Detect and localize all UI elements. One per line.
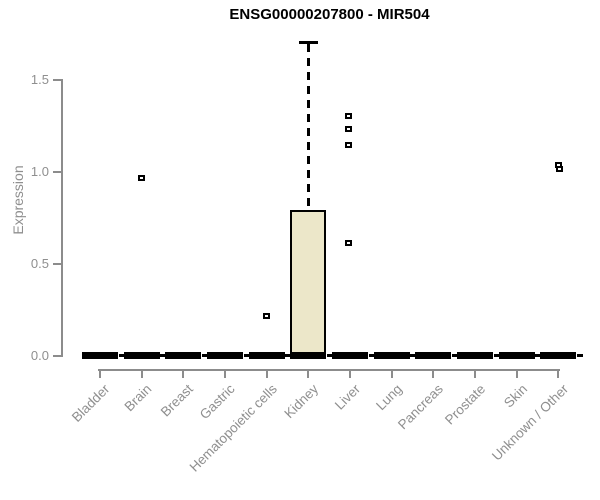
outlier-point <box>344 142 352 149</box>
x-tick-label-breast: Breast <box>158 381 197 420</box>
bar-nub <box>576 353 583 357</box>
median-bar <box>207 352 244 359</box>
x-tick-label-pancreas: Pancreas <box>395 381 447 433</box>
median-bar <box>498 352 535 359</box>
y-tick-label: 0.5 <box>30 256 49 271</box>
x-tick <box>557 369 560 378</box>
median-bar <box>540 352 577 359</box>
x-tick <box>307 369 310 378</box>
bar-nub <box>118 353 125 357</box>
outlier-point <box>344 125 352 132</box>
x-tick-label-lung: Lung <box>372 381 405 414</box>
y-tick <box>53 79 61 81</box>
median-bar <box>373 352 410 359</box>
median-bar <box>248 352 285 359</box>
whisker-cap <box>298 41 318 45</box>
y-tick-label: 0.0 <box>30 348 49 363</box>
bar-nub <box>326 353 333 357</box>
x-tick <box>224 369 227 378</box>
y-axis-line <box>61 79 63 357</box>
chart-title: ENSG00000207800 - MIR504 <box>229 6 430 23</box>
y-tick <box>53 263 61 265</box>
outlier-point <box>138 175 146 182</box>
bar-nub <box>243 353 250 357</box>
y-tick <box>53 355 61 357</box>
y-tick-label: 1.0 <box>30 164 49 179</box>
x-tick <box>265 369 268 378</box>
median-bar <box>82 352 118 359</box>
bar-nub <box>285 353 292 357</box>
x-tick <box>515 369 518 378</box>
bar-nub <box>535 353 542 357</box>
outlier-point <box>556 166 564 173</box>
box-kidney <box>290 209 327 358</box>
bar-nub <box>493 353 500 357</box>
x-axis-line <box>98 369 561 371</box>
x-tick-label-prostate: Prostate <box>441 381 489 428</box>
x-tick-label-brain: Brain <box>121 381 155 415</box>
bar-nub <box>160 353 167 357</box>
x-tick-label-bladder: Bladder <box>69 381 113 425</box>
bar-nub <box>451 353 458 357</box>
bar-nub <box>410 353 417 357</box>
x-tick <box>182 369 185 378</box>
x-tick <box>99 369 101 378</box>
x-tick-label-liver: Liver <box>331 381 363 413</box>
x-tick-label-skin: Skin <box>500 381 530 411</box>
x-tick <box>474 369 477 378</box>
outlier-point <box>344 112 352 119</box>
x-tick-label-gastric: Gastric <box>197 381 238 423</box>
bar-nub <box>201 353 208 357</box>
x-tick <box>349 369 352 378</box>
x-tick <box>432 369 435 378</box>
whisker-dash <box>306 44 310 209</box>
x-tick-label-kidney: Kidney <box>281 381 322 422</box>
bar-nub <box>368 353 375 357</box>
outlier-point <box>344 239 352 246</box>
median-bar <box>123 352 160 359</box>
x-tick <box>140 369 143 378</box>
median-bar <box>165 352 202 359</box>
median-bar <box>332 352 369 359</box>
outlier-point <box>263 313 271 320</box>
median-bar <box>290 352 327 359</box>
x-tick <box>390 369 393 378</box>
y-tick-label: 1.5 <box>30 72 49 87</box>
x-tick-label-unknown-other: Unknown / Other <box>489 381 572 464</box>
median-bar <box>457 352 494 359</box>
y-tick <box>53 171 61 173</box>
median-bar <box>415 352 452 359</box>
